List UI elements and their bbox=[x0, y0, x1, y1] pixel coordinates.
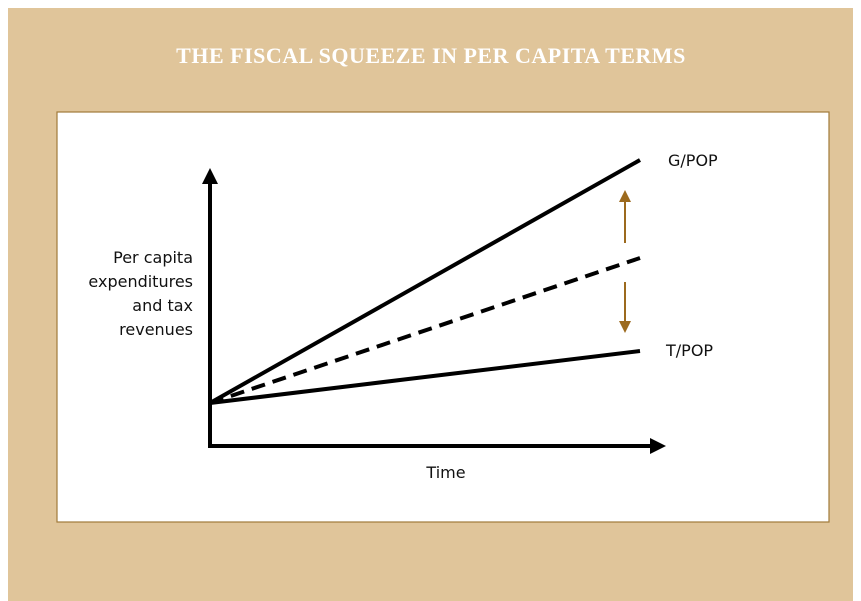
g-pop-line bbox=[209, 158, 641, 405]
line-label: G/POP bbox=[668, 151, 718, 170]
diagram-box bbox=[56, 111, 830, 523]
y-axis-label: revenues bbox=[119, 320, 193, 339]
dashed-line bbox=[209, 256, 641, 405]
y-axis-label: expenditures bbox=[88, 272, 193, 291]
title: THE FISCAL SQUEEZE IN PER CAPITA TERMS bbox=[176, 43, 686, 68]
y-axis-label: and tax bbox=[132, 296, 193, 315]
x-axis-label: Time bbox=[425, 463, 465, 482]
y-axis-label: Per capita bbox=[113, 248, 193, 267]
t-pop-line bbox=[209, 349, 641, 405]
line-label: T/POP bbox=[665, 341, 713, 360]
